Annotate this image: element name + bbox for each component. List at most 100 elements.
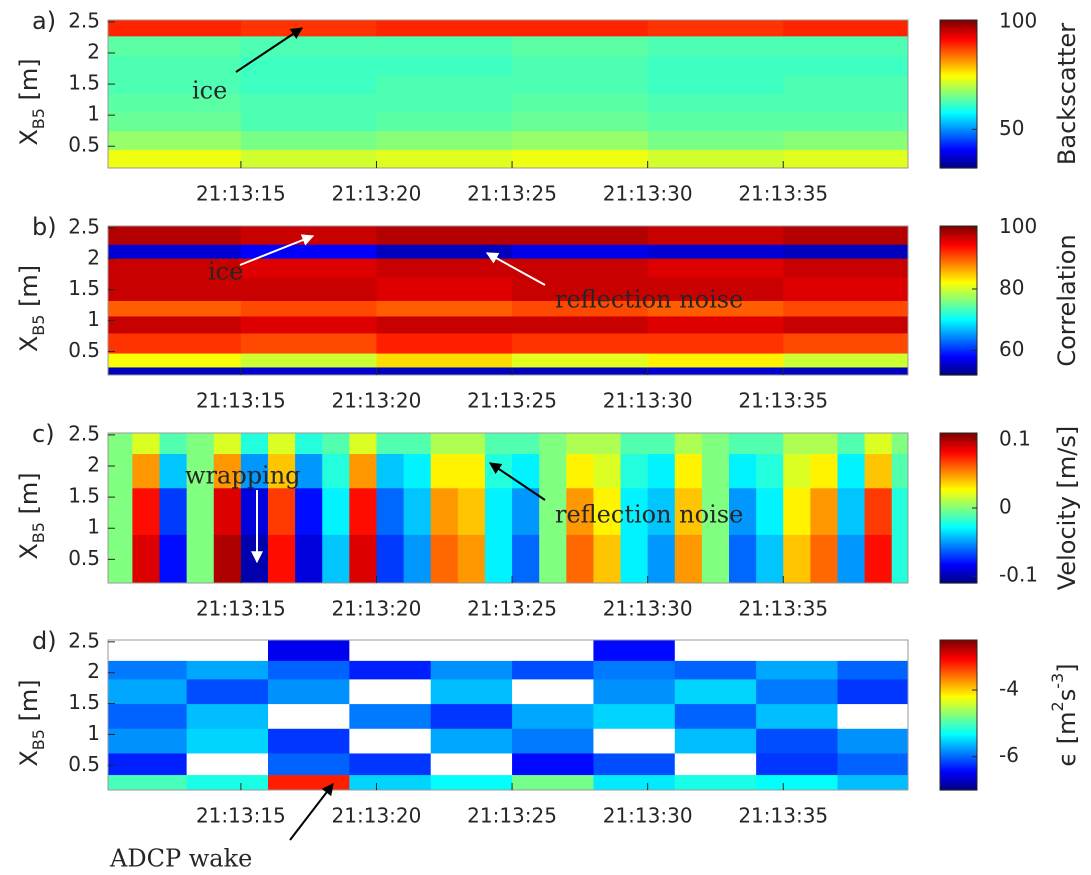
heatmap-cell [512, 752, 594, 776]
colorbar-step [940, 752, 977, 755]
heatmap-cell [593, 453, 622, 489]
colorbar-step [940, 560, 977, 563]
colorbar-step [940, 294, 977, 298]
heatmap-cell [674, 678, 757, 705]
colorbar-step [940, 647, 977, 650]
heatmap-cell [240, 74, 377, 94]
colorbar-step [940, 658, 977, 662]
heatmap-cell [647, 534, 676, 584]
heatmap-cell [108, 487, 133, 535]
heatmap-cell [512, 453, 540, 489]
heatmap-cell [349, 774, 432, 791]
y-tick-label: 1.5 [68, 71, 100, 95]
colorbar-step [940, 453, 977, 457]
colorbar-step [940, 348, 977, 352]
colorbar-step [940, 494, 977, 498]
heatmap-cell [674, 774, 757, 791]
heatmap-cell [268, 487, 296, 535]
y-tick-label: 2 [87, 452, 100, 476]
heatmap-cell [539, 534, 567, 584]
heatmap-cell [512, 487, 540, 535]
colorbar-step [940, 489, 977, 492]
x-tick-label: 21:13:15 [196, 182, 286, 206]
heatmap-cell [240, 226, 377, 245]
x-tick-label: 21:13:25 [467, 389, 557, 413]
colorbar-step [940, 23, 977, 27]
heatmap-cell [512, 640, 594, 661]
heatmap-cell [729, 453, 757, 489]
colorbar-step [940, 164, 977, 167]
colorbar-step [940, 698, 977, 701]
colorbar-step [940, 551, 977, 554]
heatmap-cell [403, 487, 432, 535]
colorbar-step [940, 683, 977, 686]
colorbar-step [940, 433, 977, 436]
heatmap-cell [593, 433, 622, 455]
colorbar-step [940, 728, 977, 731]
colorbar-step [940, 668, 977, 671]
heatmap-cell [108, 678, 188, 705]
colorbar-step [940, 341, 977, 344]
colorbar-step [940, 662, 977, 665]
colorbar-step [940, 558, 977, 562]
colorbar-step [940, 229, 977, 233]
heatmap-cell [186, 774, 269, 791]
colorbar-step [940, 754, 977, 757]
colorbar-step [940, 713, 977, 716]
heatmap-cell [403, 453, 432, 489]
heatmap-cell [186, 487, 215, 535]
annotation-arrow [235, 27, 303, 73]
heatmap-cell [240, 332, 377, 354]
heatmap-cell [349, 703, 432, 729]
colorbar-step [940, 524, 977, 528]
colorbar-step [940, 758, 977, 761]
heatmap-cell [810, 453, 838, 489]
heatmap-cell [268, 774, 350, 791]
heatmap-cell [701, 534, 730, 584]
heatmap-cell [620, 453, 649, 489]
heatmap-cell [512, 93, 649, 113]
colorbar-step [940, 82, 977, 86]
colorbar-step [940, 257, 977, 261]
heatmap-cell [701, 433, 730, 455]
heatmap-cell [349, 752, 432, 776]
y-tick-label: 1 [87, 102, 100, 126]
x-tick-label: 21:13:30 [603, 597, 693, 621]
colorbar-step [940, 694, 977, 697]
colorbar-step [940, 767, 977, 770]
heatmap-cell [268, 453, 296, 489]
colorbar-step [940, 153, 977, 156]
label-part: 2 [1048, 701, 1067, 711]
colorbar-step [940, 266, 977, 270]
heatmap-cell [376, 277, 513, 301]
colorbar-step [940, 571, 977, 575]
heatmap-cell [186, 678, 269, 705]
heatmap-cell [186, 433, 215, 455]
heatmap-cell [756, 487, 784, 535]
heatmap-cell [756, 453, 784, 489]
x-tick-label: 21:13:15 [196, 804, 286, 828]
colorbar-step [940, 545, 977, 548]
heatmap-cell [647, 433, 676, 455]
colorbar-frame [939, 19, 978, 169]
x-tick-label: 21:13:20 [332, 389, 422, 413]
heatmap-cell [430, 453, 459, 489]
heatmap-cell [268, 703, 350, 729]
colorbar-step [940, 434, 977, 438]
colorbar-step [940, 29, 977, 32]
heatmap-cell [756, 703, 838, 729]
colorbar-step [940, 455, 977, 458]
colorbar-step [940, 281, 977, 285]
x-tick-label: 21:13:25 [467, 804, 557, 828]
colorbar-step [940, 444, 977, 447]
heatmap-cell [593, 640, 676, 661]
heatmap-cell [539, 453, 567, 489]
heatmap-cell [108, 433, 133, 455]
plot-frame [107, 639, 909, 791]
heatmap-cell [783, 332, 909, 354]
colorbar-step [940, 66, 977, 69]
heatmap-cell [837, 487, 866, 535]
label-part: ] [1053, 663, 1081, 672]
colorbar-step [940, 315, 977, 318]
heatmap-cell [647, 130, 784, 150]
